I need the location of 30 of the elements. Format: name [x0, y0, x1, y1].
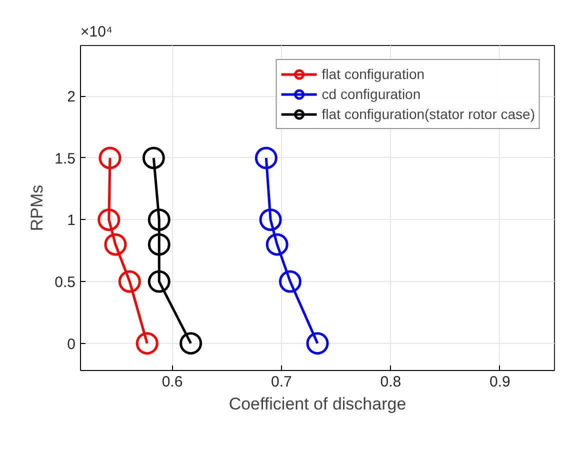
point	[104, 233, 127, 256]
x-tick-label: 0.9	[489, 374, 510, 390]
point	[148, 208, 170, 231]
point	[118, 270, 141, 293]
legend-label: flat configuration	[322, 66, 425, 82]
y-axis-title: RPMs	[28, 184, 47, 232]
text: ×10⁴	[80, 24, 112, 40]
x-tick-label: 0.6	[162, 374, 183, 390]
legend-label: cd configuration	[322, 86, 421, 102]
y-tick-label: 0.5	[54, 274, 76, 292]
y-tick-label: 2	[67, 88, 76, 106]
point	[136, 332, 158, 355]
point	[98, 208, 120, 231]
x-axis-title: Coefficient of discharge	[228, 394, 406, 414]
x-tick-label: 0.7	[271, 374, 292, 390]
point	[148, 233, 170, 256]
point	[266, 233, 288, 256]
point	[142, 146, 165, 170]
y-tick-label: 0	[67, 336, 76, 353]
point	[148, 270, 170, 293]
point	[278, 270, 302, 293]
y-tick-label: 1.5	[54, 150, 76, 168]
point	[306, 332, 329, 355]
point	[254, 146, 278, 170]
y-tick-label: 1	[67, 212, 76, 230]
point	[259, 208, 282, 231]
point	[180, 332, 202, 355]
legend-label: flat configuration(stator rotor case)	[322, 106, 535, 122]
x-tick-label: 0.8	[380, 374, 402, 390]
point	[98, 146, 122, 170]
